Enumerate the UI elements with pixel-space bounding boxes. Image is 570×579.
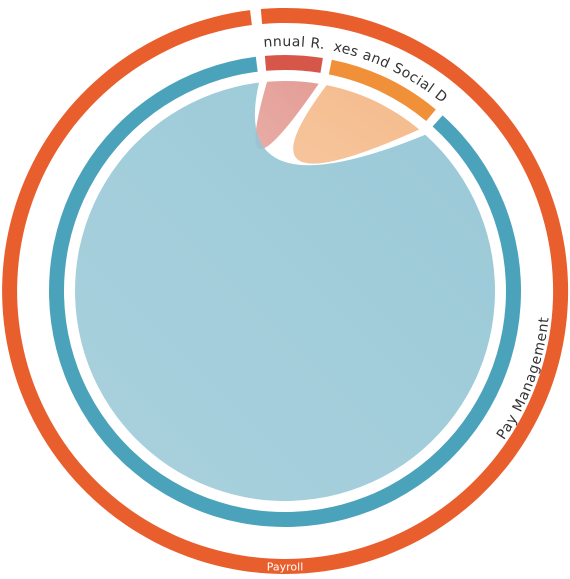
arc-annual-r[interactable] (264, 54, 323, 73)
ribbon-taxes-and-social-d[interactable] (293, 85, 420, 164)
ribbon-annual-r[interactable] (255, 81, 319, 150)
arc-taxes-and-social-d[interactable] (328, 59, 436, 121)
ribbon-pay-management[interactable] (75, 82, 496, 501)
arcs-layer (2, 7, 569, 574)
ribbons-layer (75, 81, 496, 501)
label-payroll: Payroll (267, 561, 304, 574)
